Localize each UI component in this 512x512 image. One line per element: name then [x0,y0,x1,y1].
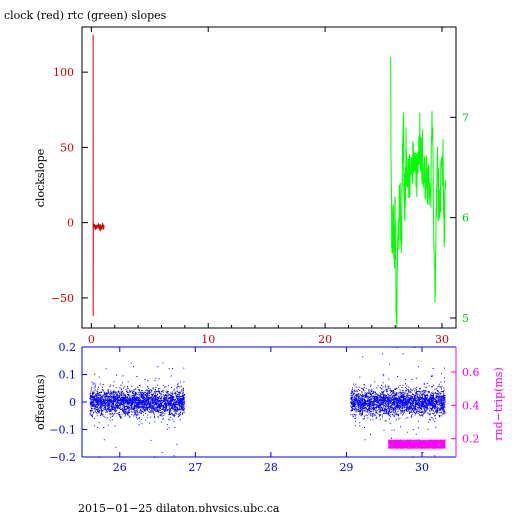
y-tick-label: 50 [60,141,74,154]
x-tick-label: 26 [113,461,127,474]
y2-tick-label: 0.4 [462,399,480,412]
y-tick-label: 0 [69,396,76,409]
y-tick-label: 100 [53,66,74,79]
x-tick-label: 29 [339,461,353,474]
y2-tick-label: 5 [462,312,469,325]
plot-frame-top [81,26,457,329]
y-axis-label-offset: offset(ms) [34,374,47,430]
series-rndtrip-points [388,439,446,449]
y2-tick-label: 7 [462,111,469,124]
x-tick-label: 0 [88,333,95,346]
y-tick-label: −0.2 [49,451,76,464]
series-rtc-line [390,57,446,328]
y-tick-label: −0.1 [49,424,76,437]
y-tick-label: 0.2 [59,341,77,354]
x-tick-label: 28 [264,461,278,474]
chart-title: clock (red) rtc (green) slopes [4,9,167,22]
x-tick-label: 30 [435,333,449,346]
x-tick-label: 10 [201,333,215,346]
series-offset-points [89,347,446,458]
footer-text: 2015−01−25 dilaton.physics.ubc.ca [78,502,280,512]
x-tick-label: 20 [318,333,332,346]
y2-axis-label-rndtrip: rnd−trip(ms) [492,367,505,441]
series-clock-jitter [93,222,105,232]
y2-tick-label: 6 [462,212,469,225]
y2-tick-label: 0.2 [462,433,480,446]
x-tick-label: 30 [415,461,429,474]
y-tick-label: −50 [51,292,74,305]
x-tick-label: 27 [188,461,202,474]
y-tick-label: 0.1 [59,369,77,382]
y-tick-label: 0 [67,217,74,230]
series-clock-line [92,34,105,317]
y2-tick-label: 0.6 [462,366,480,379]
y-axis-label-clockslope: clockslope [34,149,47,207]
